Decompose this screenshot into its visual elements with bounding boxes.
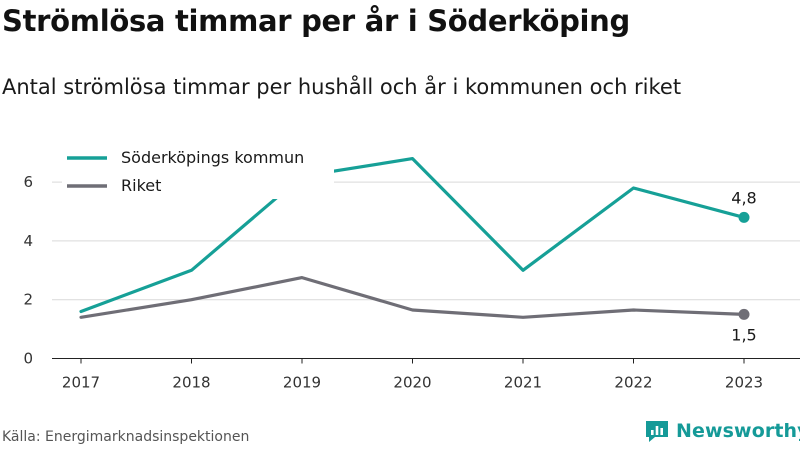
y-tick-label: 6 [23, 173, 33, 191]
data-label: 1,5 [731, 325, 756, 344]
axis-layer: 0 2 4 6 2017 2018 2019 2020 2021 2022 2023 [23, 173, 800, 392]
source-note: Källa: Energimarknadsinspektionen [2, 429, 250, 445]
line-chart: 0 2 4 6 2017 2018 2019 2020 2021 2022 2023 Söderkö… [23, 143, 800, 392]
x-tick-label: 2022 [614, 374, 652, 392]
legend: Söderköpings kommun Riket [62, 143, 334, 199]
y-tick-label: 2 [23, 291, 33, 309]
x-tick-label: 2017 [62, 374, 100, 392]
legend-label: Riket [121, 176, 161, 195]
data-label: 4,8 [731, 188, 756, 207]
series-line [79, 276, 746, 319]
series-layer [79, 157, 750, 320]
brand-name: Newsworthy [676, 420, 800, 442]
brand-logo: Newsworthy [644, 418, 800, 444]
legend-background [62, 143, 334, 199]
y-tick-label: 4 [23, 232, 33, 250]
x-tick-label: 2019 [283, 374, 321, 392]
newsworthy-icon [646, 421, 668, 442]
y-tick-label: 0 [23, 350, 33, 368]
x-tick-label: 2023 [725, 374, 763, 392]
x-tick-label: 2021 [504, 374, 542, 392]
chart-subtitle: Antal strömlösa timmar per hushåll och å… [2, 75, 682, 99]
data-labels: 4,8 1,5 [731, 188, 756, 344]
end-point [738, 308, 750, 320]
series-line [79, 157, 746, 314]
x-tick-label: 2020 [393, 374, 431, 392]
chart-title: Strömlösa timmar per år i Söderköping [2, 4, 630, 38]
end-point [738, 211, 750, 223]
legend-label: Söderköpings kommun [121, 148, 304, 167]
x-tick-label: 2018 [172, 374, 210, 392]
